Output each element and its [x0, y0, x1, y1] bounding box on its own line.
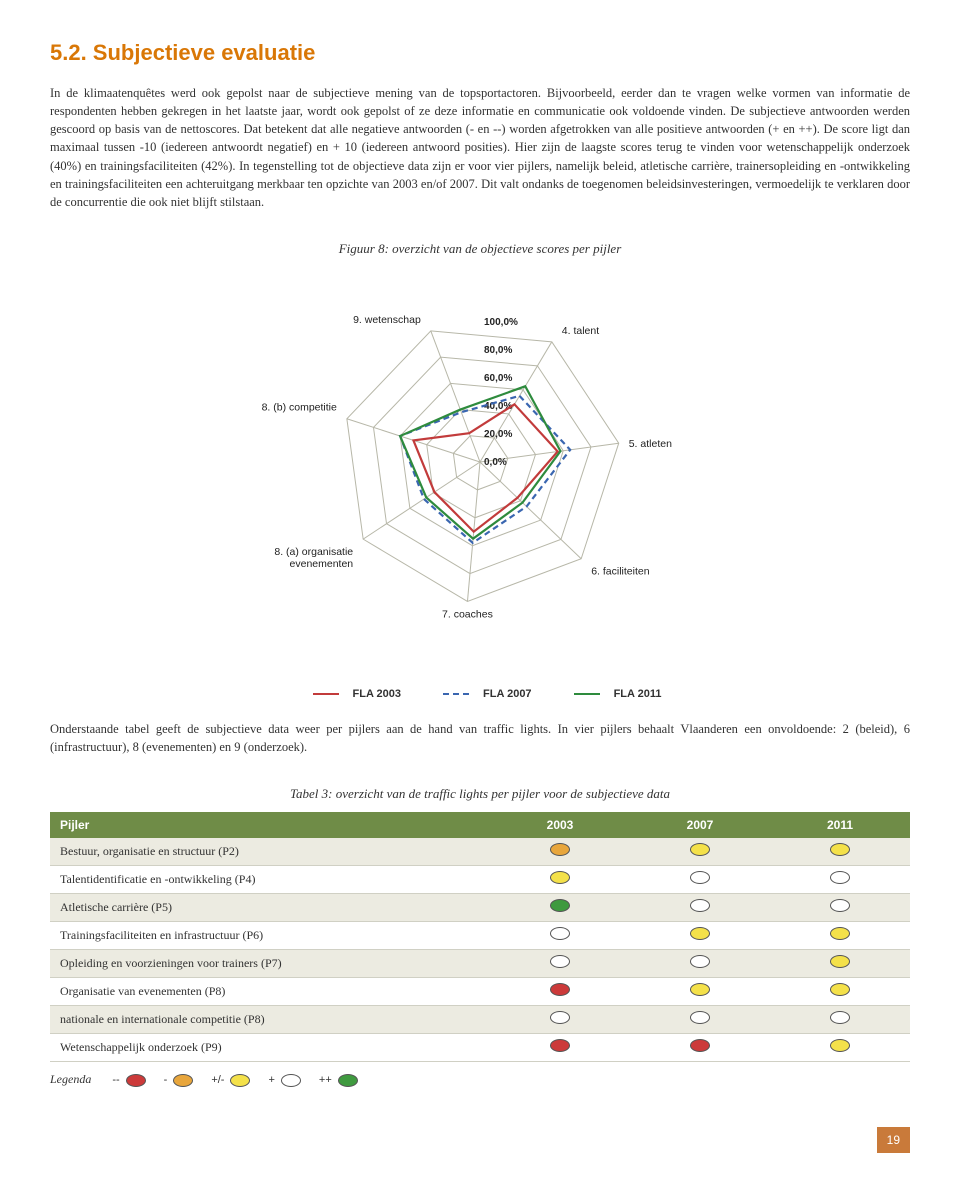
traffic-cell [630, 1006, 770, 1034]
svg-text:4. talent: 4. talent [562, 325, 599, 337]
legend-item: FLA 2007 [429, 688, 532, 700]
row-label: Trainingsfaciliteiten en infrastructuur … [50, 922, 490, 950]
table-title: Tabel 3: overzicht van de traffic lights… [50, 786, 910, 802]
table-header: 2003 [490, 812, 630, 838]
traffic-cell [490, 1006, 630, 1034]
legenda-dot [173, 1074, 193, 1087]
traffic-cell [770, 1034, 910, 1062]
traffic-cell [770, 894, 910, 922]
svg-text:evenementen: evenementen [290, 558, 354, 570]
row-label: nationale en internationale competitie (… [50, 1006, 490, 1034]
table-header: Pijler [50, 812, 490, 838]
table-legenda: Legenda ---+/-+++ [50, 1072, 910, 1087]
radar-chart: 100,0% 80,0% 60,0% 40,0% 20,0% 0,0% 4. talent 5… [210, 267, 750, 700]
legenda-symbol: -- [112, 1074, 119, 1086]
legenda-symbol: ++ [319, 1074, 332, 1086]
traffic-cell [630, 922, 770, 950]
legenda-dot [230, 1074, 250, 1087]
traffic-cell [770, 866, 910, 894]
legenda-label: Legenda [50, 1072, 91, 1086]
legend-item: FLA 2011 [560, 688, 662, 700]
radar-title: Figuur 8: overzicht van de objectieve sc… [50, 241, 910, 257]
traffic-cell [630, 838, 770, 866]
row-label: Bestuur, organisatie en structuur (P2) [50, 838, 490, 866]
legenda-symbol: +/- [211, 1074, 224, 1086]
svg-text:5. atleten: 5. atleten [629, 438, 672, 450]
traffic-cell [770, 1006, 910, 1034]
traffic-cell [490, 894, 630, 922]
legenda-symbol: + [268, 1074, 274, 1086]
table-header: 2011 [770, 812, 910, 838]
traffic-cell [770, 950, 910, 978]
row-label: Opleiding en voorzieningen voor trainers… [50, 950, 490, 978]
traffic-cell [770, 978, 910, 1006]
paragraph-2: Onderstaande tabel geeft de subjectieve … [50, 720, 910, 756]
svg-text:20,0%: 20,0% [484, 429, 512, 440]
traffic-cell [490, 922, 630, 950]
traffic-cell [770, 838, 910, 866]
traffic-cell [490, 978, 630, 1006]
page-footer: 19 [50, 1127, 910, 1153]
traffic-cell [490, 950, 630, 978]
row-label: Atletische carrière (P5) [50, 894, 490, 922]
traffic-cell [630, 866, 770, 894]
svg-text:7. coaches: 7. coaches [442, 608, 493, 620]
svg-text:100,0%: 100,0% [484, 317, 518, 328]
svg-text:0,0%: 0,0% [484, 457, 507, 468]
svg-text:8. (a) organisatie: 8. (a) organisatie [274, 546, 353, 558]
traffic-cell [630, 950, 770, 978]
traffic-cell [630, 1034, 770, 1062]
svg-text:9. wetenschap: 9. wetenschap [353, 314, 421, 326]
legenda-dot [281, 1074, 301, 1087]
svg-text:6. faciliteiten: 6. faciliteiten [591, 566, 650, 578]
legenda-symbol: - [164, 1074, 168, 1086]
row-label: Wetenschappelijk onderzoek (P9) [50, 1034, 490, 1062]
legenda-dot [126, 1074, 146, 1087]
row-label: Talentidentificatie en -ontwikkeling (P4… [50, 866, 490, 894]
traffic-cell [490, 866, 630, 894]
paragraph-1: In de klimaatenquêtes werd ook gepolst n… [50, 84, 910, 211]
svg-text:8. (b) competitie: 8. (b) competitie [262, 402, 337, 414]
traffic-cell [630, 978, 770, 1006]
section-heading: 5.2. Subjectieve evaluatie [50, 40, 910, 66]
legend-item: FLA 2003 [299, 688, 402, 700]
traffic-cell [490, 1034, 630, 1062]
legenda-dot [338, 1074, 358, 1087]
table-header: 2007 [630, 812, 770, 838]
svg-text:60,0%: 60,0% [484, 373, 512, 384]
traffic-cell [490, 838, 630, 866]
svg-text:80,0%: 80,0% [484, 345, 512, 356]
row-label: Organisatie van evenementen (P8) [50, 978, 490, 1006]
traffic-light-table: Pijler200320072011 Bestuur, organisatie … [50, 812, 910, 1062]
traffic-cell [770, 922, 910, 950]
page-number: 19 [877, 1127, 910, 1153]
svg-text:40,0%: 40,0% [484, 401, 512, 412]
traffic-cell [630, 894, 770, 922]
